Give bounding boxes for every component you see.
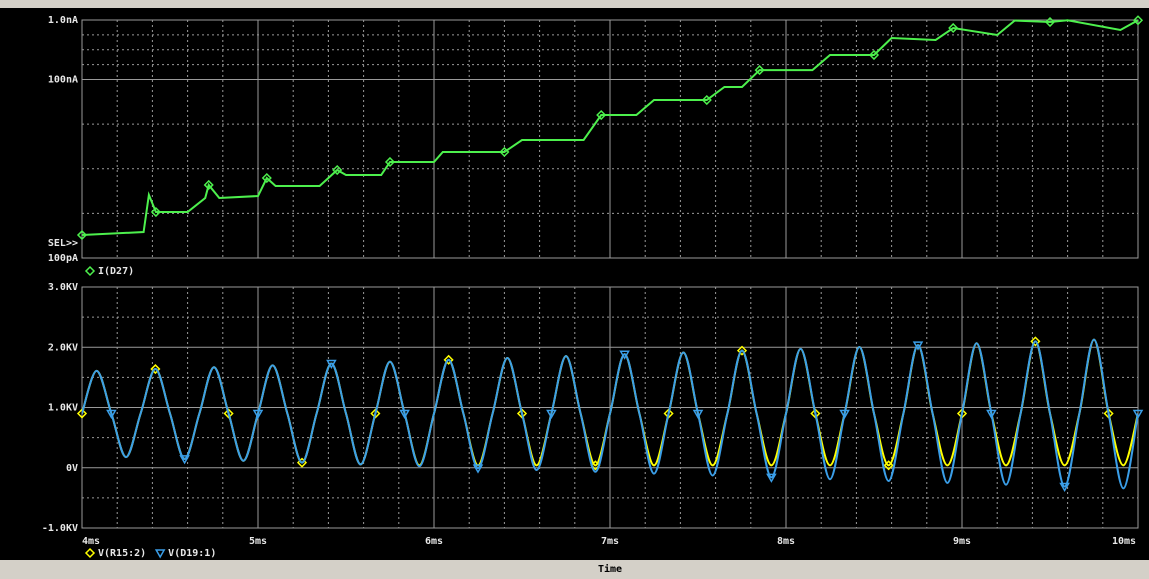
marker-diamond <box>370 408 381 419</box>
y-tick-label: -1.0KV <box>42 523 78 534</box>
marker-diamond <box>76 229 88 241</box>
marker-diamond <box>203 179 214 191</box>
marker-triangle <box>912 341 924 351</box>
marker-diamond <box>332 164 343 176</box>
marker-diamond <box>499 146 510 158</box>
marker-triangle <box>839 409 850 420</box>
marker-diamond <box>76 408 88 419</box>
marker-diamond <box>443 354 454 365</box>
marker-triangle <box>986 409 997 420</box>
marker-triangle <box>106 409 117 420</box>
marker-triangle <box>1059 482 1070 493</box>
marker-triangle <box>154 549 166 559</box>
legend-label: V(D19:1) <box>168 548 216 559</box>
bottom-strip <box>0 560 1149 579</box>
marker-diamond <box>150 206 161 218</box>
y-tick-label: 1.0nA <box>48 15 78 26</box>
series-line <box>82 338 1138 490</box>
x-tick-label: 9ms <box>953 536 971 547</box>
series-line <box>82 19 1138 237</box>
x-tick-label: 7ms <box>601 536 619 547</box>
marker-diamond <box>84 265 96 277</box>
marker-triangle <box>1132 409 1144 420</box>
x-tick-label: 8ms <box>777 536 795 547</box>
marker-diamond <box>590 460 601 471</box>
marker-diamond <box>948 22 959 34</box>
marker-triangle <box>546 409 557 420</box>
marker-triangle <box>472 464 484 474</box>
marker-diamond <box>883 460 894 471</box>
marker-triangle <box>692 409 704 420</box>
selection-marker: SEL>> <box>48 238 78 249</box>
marker-triangle <box>399 409 410 420</box>
marker-diamond <box>754 65 765 76</box>
x-tick-label: 5ms <box>249 536 267 547</box>
marker-diamond <box>223 408 234 419</box>
y-tick-label: 100nA <box>48 75 78 86</box>
marker-diamond <box>84 547 96 559</box>
legend-label: V(R15:2) <box>98 548 146 559</box>
x-axis-label: Time <box>598 563 622 575</box>
x-tick-label: 4ms <box>82 536 100 547</box>
marker-triangle <box>326 359 337 370</box>
marker-diamond <box>1132 15 1144 26</box>
marker-diamond <box>736 345 748 356</box>
plots: 100pA 100nA 1.0nA SEL>> I(D27) -1.0KV 0V 1.0KV 2… <box>42 15 1144 575</box>
marker-diamond <box>1044 16 1056 28</box>
marker-triangle <box>619 350 630 360</box>
marker-triangle <box>252 409 264 420</box>
y-tick-label: 0V <box>66 463 78 474</box>
marker-diamond <box>1030 336 1041 347</box>
marker-triangle <box>179 455 190 465</box>
marker-diamond <box>261 172 272 184</box>
marker-diamond <box>701 94 712 106</box>
marker-diamond <box>596 109 607 121</box>
marker-triangle <box>766 473 777 483</box>
x-tick-label: 10ms <box>1112 536 1136 547</box>
y-tick-label: 3.0KV <box>48 282 78 293</box>
legend-label: I(D27) <box>98 266 134 277</box>
y-tick-label: 1.0KV <box>48 403 78 414</box>
marker-diamond <box>384 156 396 168</box>
marker-diamond <box>150 363 161 375</box>
x-tick-label: 6ms <box>425 536 443 547</box>
top-border <box>0 0 1149 8</box>
marker-diamond <box>868 49 880 61</box>
y-tick-label: 100pA <box>48 253 78 264</box>
y-tick-label: 2.0KV <box>48 342 78 353</box>
